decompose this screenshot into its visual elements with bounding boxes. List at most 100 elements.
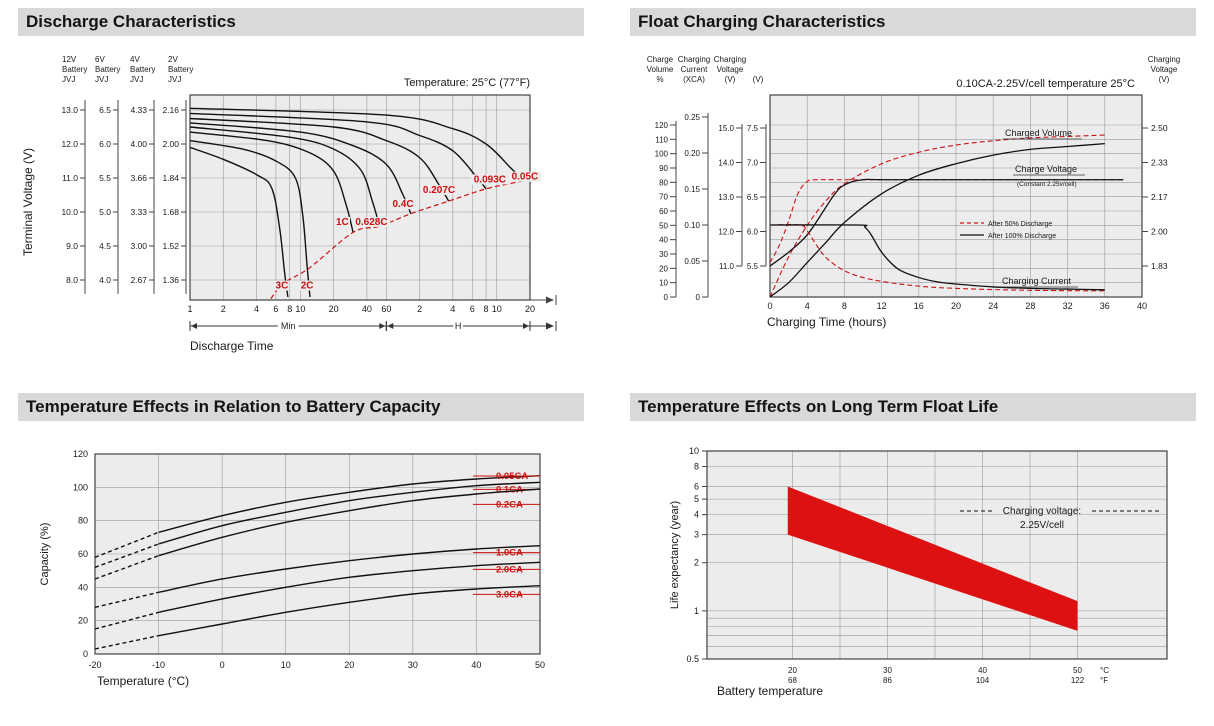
scale-tick-label: 40 (659, 236, 668, 245)
scale-tick-label: 3.66 (130, 173, 147, 183)
x-tick-label: 8 (484, 304, 489, 314)
curve-label-0.207C: 0.207C (423, 185, 455, 196)
annotation-line-2: 2.25V/cell (1020, 520, 1064, 531)
capacity-curve-dashed-0.2CA (94, 555, 159, 580)
scale-tick-label: 1.36 (162, 275, 179, 285)
y-tick-label: 0.5 (686, 654, 699, 664)
axis-unit-label: H (455, 321, 462, 331)
y-tick-label: 4 (694, 510, 699, 520)
bracket-arrow (546, 322, 554, 330)
chart-subtitle: 0.10CA-2.25V/cell temperature 25°C (956, 78, 1135, 90)
scale-header: JVJ (95, 75, 108, 84)
y-tick-label: 80 (78, 516, 88, 526)
scale-tick-label: 11.0 (62, 173, 78, 183)
scale-tick-label: 7.0 (747, 159, 759, 168)
label-bg (389, 199, 417, 210)
x-tick-label: 40 (362, 304, 372, 314)
curve-label-0.05C: 0.05C (512, 172, 539, 183)
plot-border (94, 453, 541, 655)
scale-header: Battery (130, 65, 155, 74)
bracket-arrow (379, 323, 386, 329)
curve-label-2.0CA: 2.0CA (496, 564, 523, 575)
curve-label-0.4C: 0.4C (392, 199, 413, 210)
scale-header: Battery (62, 65, 87, 74)
x-tick-label: 8 (287, 304, 292, 314)
scale-tick-label: 0.25 (684, 113, 700, 122)
x-axis-label: Discharge Time (190, 339, 274, 353)
bracket-arrow (387, 323, 394, 329)
scale-tick-label: 10 (659, 279, 668, 288)
life-expectancy-band (787, 486, 1078, 631)
x-tick-label: 30 (408, 660, 418, 670)
scale-tick-label: 2.33 (1151, 158, 1168, 168)
scale-tick-label: 2.67 (130, 275, 147, 285)
x-tick-label: 0 (220, 660, 225, 670)
scale-tick-label: 5.0 (99, 207, 111, 217)
x-axis-label: Charging Time (hours) (767, 315, 886, 329)
scale-tick-label: 2.00 (162, 139, 179, 149)
y-tick-label: 8 (694, 461, 699, 471)
x-tick-label: 40 (1137, 301, 1147, 311)
scale-header: Volume (647, 65, 674, 74)
discharge-curve-0.05C (189, 107, 525, 182)
label-bg (334, 216, 351, 227)
plot-border (189, 94, 531, 301)
x-tick-label: 36 (1100, 301, 1110, 311)
x-axis-label: Battery temperature (717, 684, 823, 698)
x-tick-label-c: 50 (1073, 666, 1082, 675)
label-charge-voltage: Charge Voltage (1015, 164, 1077, 174)
y-tick-label: 2 (694, 558, 699, 568)
scale-tick-label: 30 (659, 250, 668, 259)
x-tick-label-f: 68 (788, 676, 797, 685)
scale-header: Charging (678, 55, 710, 64)
scale-tick-label: 11.0 (719, 262, 735, 271)
scale-tick-label: 2.16 (162, 105, 179, 115)
capacity-curve-0.05CA (158, 474, 541, 534)
x-tick-label: -20 (88, 660, 101, 670)
y-tick-label: 3 (694, 530, 699, 540)
curve-charged-volume-100 (769, 142, 1105, 298)
x-tick-label-f: 104 (976, 676, 990, 685)
section-title-temp-life: Temperature Effects on Long Term Float L… (630, 393, 1196, 421)
x-tick-label: 60 (381, 304, 391, 314)
scale-tick-label: 6.5 (99, 105, 111, 115)
x-tick-label-c: 40 (978, 666, 987, 675)
scale-header: Charge (647, 55, 674, 64)
scale-tick-label: 4.00 (130, 139, 147, 149)
scale-tick-label: 120 (655, 121, 669, 130)
capacity-curve-dashed-0.1CA (94, 543, 159, 568)
scale-header: % (656, 75, 663, 84)
section-temp-capacity: Temperature Effects in Relation to Batte… (18, 393, 602, 722)
scale-header: Battery (168, 65, 193, 74)
scale-tick-label: 4.5 (99, 241, 111, 251)
scale-tick-label: 0.05 (684, 257, 700, 266)
scale-tick-label: 12.0 (718, 228, 734, 237)
scale-header: (V) (753, 75, 764, 84)
curve-label-0.2CA: 0.2CA (496, 499, 523, 510)
scale-header: JVJ (168, 75, 181, 84)
scale-header: Current (681, 65, 708, 74)
section-title-discharge: Discharge Characteristics (18, 8, 584, 36)
section-title-temp-capacity: Temperature Effects in Relation to Batte… (18, 393, 584, 421)
curve-label-0.05CA: 0.05CA (496, 471, 528, 482)
x-tick-label-c: 20 (788, 666, 797, 675)
label-bg (352, 216, 391, 227)
y-axis-label: Life expectancy (year) (669, 501, 681, 609)
capacity-curve-1.0CA (158, 544, 541, 594)
curve-label-1.0CA: 1.0CA (496, 548, 523, 559)
legend-label-100: After 100% Discharge (988, 233, 1056, 240)
label-bg (299, 280, 315, 291)
scale-tick-label: 3.00 (130, 241, 147, 251)
y-tick-label: 40 (78, 582, 88, 592)
label-bg (453, 321, 463, 331)
scale-tick-label: 60 (659, 207, 668, 216)
plot-border (706, 450, 1168, 660)
discharge-curve-3C (189, 146, 289, 298)
curve-label-2C: 2C (301, 281, 314, 292)
legend-label-50: After 50% Discharge (988, 221, 1052, 228)
curve-label-0.093C: 0.093C (474, 174, 506, 185)
x-tick-label: 20 (525, 304, 535, 314)
axis-unit-label: Min (281, 321, 296, 331)
scale-tick-label: 14.0 (718, 159, 734, 168)
x-tick-label: -10 (152, 660, 165, 670)
